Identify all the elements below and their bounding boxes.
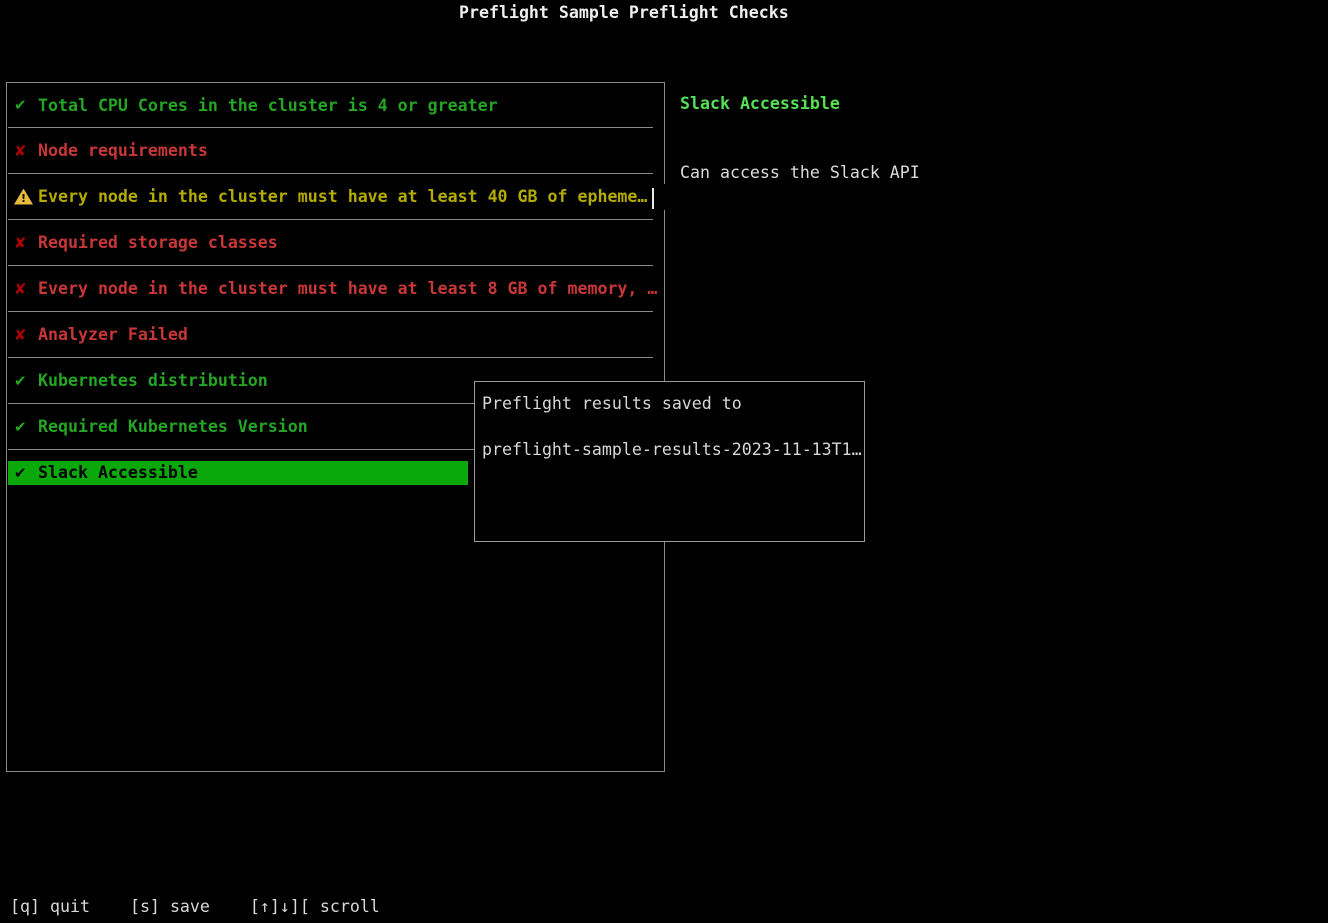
list-separator [8, 173, 653, 174]
check-label: Slack Accessible [38, 463, 198, 482]
check-icon: ✔ [14, 96, 27, 114]
check-label: Required Kubernetes Version [38, 417, 308, 436]
check-label: Kubernetes distribution [38, 371, 268, 390]
check-label: Every node in the cluster must have at l… [38, 279, 658, 298]
check-list-item[interactable]: ✔ Required Kubernetes Version [7, 404, 664, 449]
list-separator [8, 403, 653, 404]
list-separator [8, 449, 653, 450]
check-icon: ✔ [14, 371, 27, 390]
check-label: Node requirements [38, 141, 208, 160]
check-list-item[interactable]: ✘ Required storage classes [7, 220, 664, 265]
detail-title: Slack Accessible [680, 94, 840, 113]
check-list: ✔ Total CPU Cores in the cluster is 4 or… [7, 83, 664, 495]
warning-icon: ! [11, 188, 38, 205]
check-label: Analyzer Failed [38, 325, 188, 344]
hint-label: quit [49, 897, 90, 916]
check-label: Every node in the cluster must have at l… [38, 187, 648, 206]
x-icon: ✘ [14, 233, 27, 252]
scroll-hint: [↑]↓][ scroll [250, 897, 380, 916]
quit-hint: [q] quit [10, 897, 90, 916]
panel-border-notch [664, 184, 665, 210]
save-results-modal: Preflight results saved to preflight-sam… [474, 381, 865, 542]
selection-highlight [8, 460, 468, 485]
check-list-item[interactable]: ✘ Analyzer Failed [7, 312, 664, 357]
modal-message: Preflight results saved to [482, 394, 742, 413]
keybinding-bar: [q] quit [s] save [↑]↓][ scroll [10, 897, 380, 916]
check-list-item[interactable]: ✘ Node requirements [7, 128, 664, 173]
hint-key: [s] [129, 897, 160, 916]
x-icon: ✘ [14, 141, 27, 160]
detail-message: Can access the Slack API [680, 163, 920, 182]
list-separator [8, 219, 653, 220]
hint-key: [q] [10, 897, 40, 916]
check-list-item[interactable]: ✔ Kubernetes distribution [7, 358, 664, 403]
list-separator [8, 311, 653, 312]
list-separator [8, 265, 653, 266]
check-list-item[interactable]: ! Every node in the cluster must have at… [7, 174, 664, 219]
scrollbar-thumb[interactable] [652, 188, 654, 209]
list-separator [8, 127, 653, 128]
check-label: Required storage classes [38, 233, 278, 252]
check-list-item[interactable]: ✔ Slack Accessible [7, 450, 664, 495]
hint-label: save [169, 897, 210, 916]
check-label: Total CPU Cores in the cluster is 4 or g… [38, 95, 498, 115]
check-icon: ✔ [14, 417, 27, 436]
list-separator [8, 357, 653, 358]
check-list-item[interactable]: ✔ Total CPU Cores in the cluster is 4 or… [7, 83, 664, 127]
modal-filename: preflight-sample-results-2023-11-13T1… [482, 440, 862, 459]
x-icon: ✘ [14, 279, 27, 298]
x-icon: ✘ [14, 325, 27, 344]
save-hint: [s] save [130, 897, 210, 916]
hint-label: scroll [319, 897, 380, 916]
hint-key: [↑]↓][ [249, 897, 310, 916]
app-title: Preflight Sample Preflight Checks [459, 3, 789, 22]
check-icon: ✔ [14, 463, 27, 482]
check-list-item[interactable]: ✘ Every node in the cluster must have at… [7, 266, 664, 311]
